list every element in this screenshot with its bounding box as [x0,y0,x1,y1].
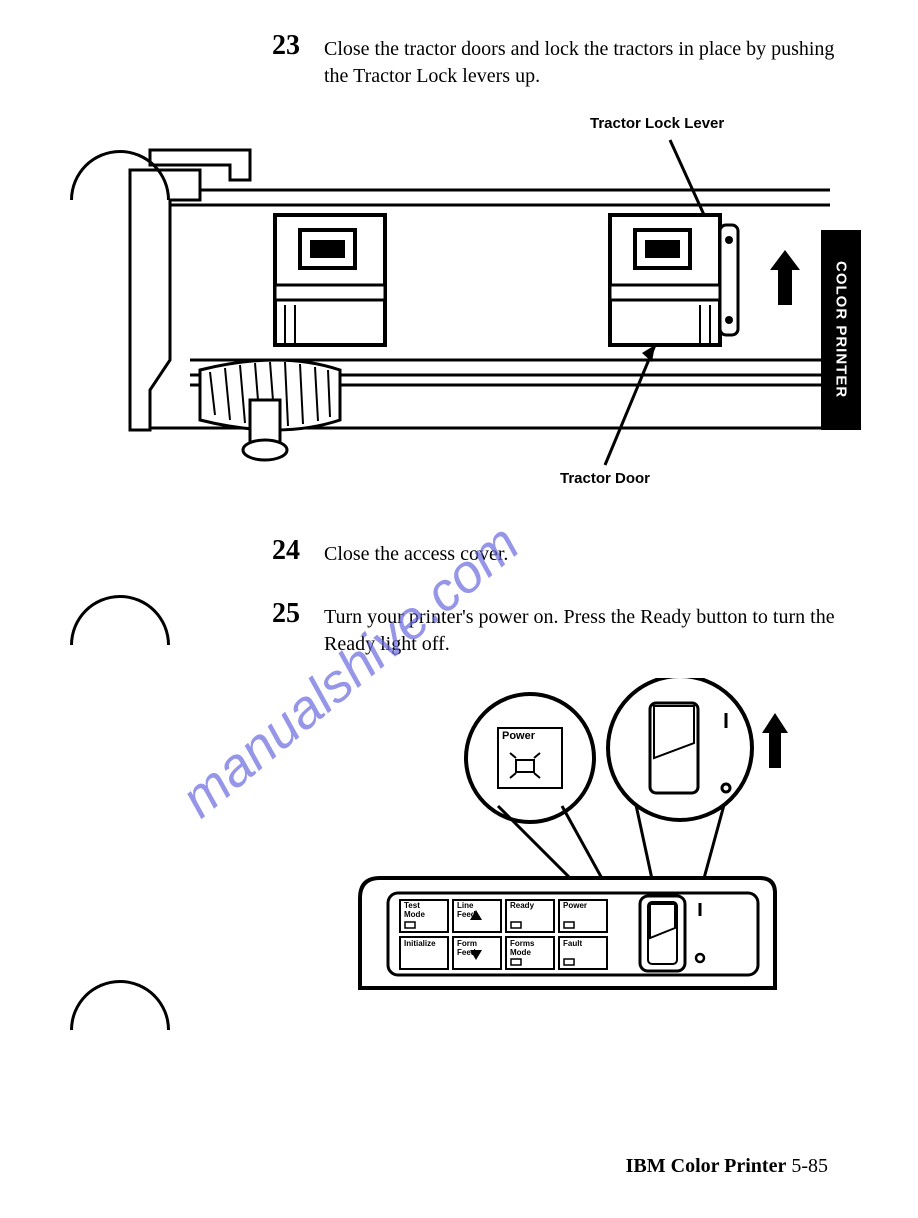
btn-test-mode: Test Mode [404,902,425,920]
side-tab-color-printer: COLOR PRINTER [821,230,861,430]
step-25-number: 25 [260,598,300,630]
step-24-text: Close the access cover. [324,535,508,568]
page-footer: IBM Color Printer 5-85 [626,1155,828,1178]
bubble-power-label: Power [502,730,535,742]
btn-initialize: Initialize [404,940,436,949]
btn-forms-mode: Forms Mode [510,940,534,958]
label-tractor-door: Tractor Door [560,470,650,487]
step-23-text: Close the tractor doors and lock the tra… [324,30,838,90]
step-25-text: Turn your printer's power on. Press the … [324,598,838,658]
btn-line-feed: Line Feed [457,902,476,920]
figure-tractor: Tractor Lock Lever [0,110,918,510]
step-23-number: 23 [260,30,300,62]
btn-form-feed: Form Feed [457,940,477,958]
btn-ready: Ready [510,902,534,911]
footer-title: IBM Color Printer [626,1155,787,1177]
btn-fault: Fault [563,940,582,949]
footer-page: 5-85 [786,1155,828,1177]
figure-control-panel: Power Test Mode Line Feed Ready Power In… [0,678,918,1018]
step-25: 25 Turn your printer's power on. Press t… [260,598,838,658]
binding-arc-2 [70,595,170,645]
step-24: 24 Close the access cover. [260,535,838,568]
step-23: 23 Close the tractor doors and lock the … [260,30,838,90]
step-24-number: 24 [260,535,300,567]
btn-power: Power [563,902,587,911]
control-panel-svg [0,678,918,1018]
